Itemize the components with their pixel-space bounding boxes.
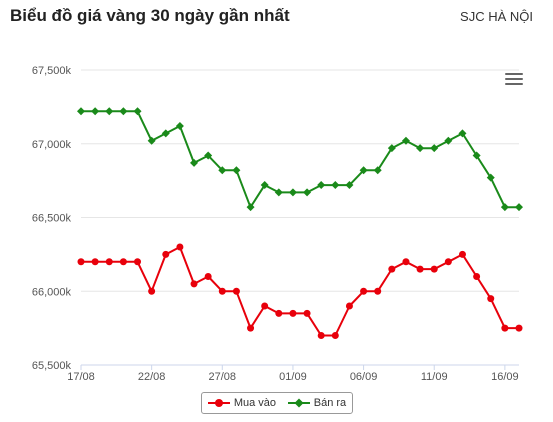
- sell-data-point: [288, 188, 297, 197]
- buy-data-point: [458, 250, 466, 258]
- sell-data-point: [190, 158, 199, 167]
- sell-data-point: [373, 166, 382, 175]
- legend-item-buy[interactable]: Mua vào: [207, 397, 277, 409]
- sell-data-point: [91, 107, 100, 116]
- sell-data-point: [331, 181, 340, 190]
- sell-data-point: [387, 144, 396, 153]
- chart-title: Biểu đồ giá vàng 30 ngày gần nhất: [10, 6, 290, 25]
- sell-data-point: [204, 151, 213, 160]
- sell-data-point: [317, 181, 326, 190]
- x-tick-label: 17/08: [67, 371, 95, 383]
- sell-data-point: [246, 203, 255, 212]
- sell-data-point: [472, 151, 481, 160]
- buy-data-point: [218, 287, 226, 295]
- buy-data-point: [91, 258, 99, 266]
- buy-data-point: [388, 265, 396, 273]
- buy-data-point: [204, 273, 212, 280]
- buy-data-point: [247, 324, 255, 332]
- sell-data-point: [274, 188, 283, 197]
- x-tick-label: 16/09: [491, 371, 519, 383]
- legend-buy-label: Mua vào: [233, 397, 277, 409]
- x-tick-label: 27/08: [209, 371, 237, 383]
- sell-series-line: [81, 110, 519, 209]
- legend-sell-label: Bán ra: [313, 397, 347, 409]
- y-tick-label: 65,500k: [32, 360, 72, 372]
- sell-data-point: [119, 107, 128, 116]
- sell-data-point: [458, 129, 467, 138]
- buy-data-point: [402, 258, 410, 266]
- sell-data-point: [147, 136, 156, 145]
- buy-data-point: [487, 295, 495, 303]
- buy-data-point: [148, 287, 156, 295]
- buy-data-point: [176, 243, 184, 251]
- buy-data-point: [289, 309, 297, 317]
- sell-data-point: [500, 203, 509, 212]
- sell-data-point: [161, 129, 170, 138]
- buy-data-point: [162, 250, 170, 258]
- buy-data-point: [473, 273, 481, 280]
- sell-data-point: [175, 122, 184, 131]
- buy-data-point: [190, 280, 198, 288]
- buy-data-point: [303, 309, 311, 317]
- sell-data-point: [430, 144, 439, 153]
- x-tick-label: 22/08: [138, 371, 166, 383]
- legend-sell-marker: [287, 398, 310, 408]
- legend: Mua vào Bán ra: [201, 392, 353, 414]
- buy-data-point: [134, 258, 142, 266]
- buy-data-point: [515, 324, 523, 332]
- sell-data-point: [218, 166, 227, 175]
- price-line-chart: 65,500k 66,000k 66,500k 67,000k 67,500k 17/08…: [32, 65, 523, 383]
- y-tick-label: 66,500k: [32, 213, 72, 225]
- x-tick-label: 11/09: [421, 371, 448, 383]
- sell-data-point: [444, 136, 453, 145]
- sell-data-point: [401, 136, 410, 145]
- buy-data-point: [77, 258, 85, 266]
- buy-data-point: [275, 309, 283, 317]
- buy-data-point: [374, 287, 382, 295]
- buy-data-point: [430, 265, 438, 273]
- x-tick-label: 06/09: [350, 371, 378, 383]
- buy-data-point: [360, 287, 368, 295]
- buy-data-point: [105, 258, 113, 266]
- buy-data-point: [317, 332, 325, 339]
- y-tick-label: 66,000k: [32, 286, 72, 298]
- sell-data-point: [133, 107, 142, 116]
- buy-data-point: [444, 258, 452, 266]
- sell-data-point: [486, 173, 495, 182]
- sell-data-point: [77, 107, 85, 116]
- sell-data-point: [105, 107, 114, 116]
- sell-data-point: [232, 166, 241, 175]
- legend-buy-marker: [207, 399, 230, 407]
- y-tick-label: 67,000k: [32, 139, 72, 151]
- sell-data-point: [359, 166, 368, 175]
- buy-data-point: [261, 302, 269, 310]
- buy-data-point: [232, 287, 240, 295]
- buy-data-point: [501, 324, 509, 332]
- buy-data-point: [119, 258, 127, 266]
- location-label: SJC HÀ NỘI: [460, 9, 533, 24]
- y-tick-label: 67,500k: [32, 65, 72, 77]
- x-tick-label: 01/09: [279, 371, 307, 383]
- hamburger-menu-icon[interactable]: [505, 73, 523, 87]
- buy-data-point: [345, 302, 353, 310]
- sell-data-point: [303, 188, 312, 197]
- sell-data-point: [416, 144, 425, 153]
- legend-item-sell[interactable]: Bán ra: [287, 397, 347, 409]
- sell-data-point: [260, 181, 269, 190]
- sell-data-point: [515, 203, 523, 212]
- sell-data-point: [345, 181, 354, 190]
- buy-data-point: [331, 332, 339, 339]
- buy-data-point: [416, 265, 424, 273]
